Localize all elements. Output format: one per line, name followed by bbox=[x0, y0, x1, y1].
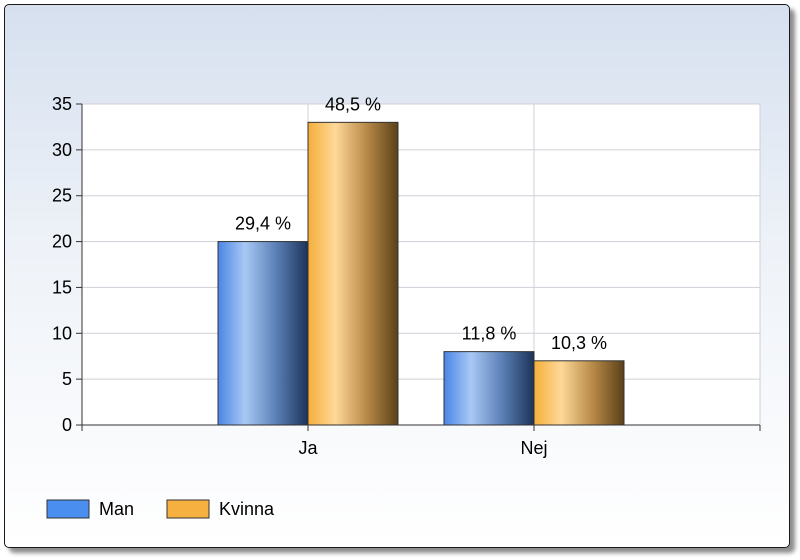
legend-swatch-kvinna bbox=[166, 499, 210, 519]
legend: Man Kvinna bbox=[46, 499, 275, 519]
legend-label-kvinna: Kvinna bbox=[219, 499, 275, 519]
bar-man-ja bbox=[217, 241, 309, 426]
bar-kvinna-nej bbox=[533, 360, 625, 426]
labels: 29,4 % 48,5 % 11,8 % 10,3 % bbox=[235, 94, 607, 352]
legend-swatch-man bbox=[46, 499, 90, 519]
y-tick-label: 15 bbox=[52, 277, 72, 297]
data-label: 48,5 % bbox=[325, 94, 381, 114]
bar-man-nej bbox=[443, 351, 535, 426]
bar-kvinna-ja bbox=[307, 121, 399, 426]
y-tick-label: 30 bbox=[52, 140, 72, 160]
data-label: 11,8 % bbox=[462, 324, 517, 344]
data-label: 29,4 % bbox=[235, 214, 291, 234]
axes: 0 5 10 15 20 25 30 35 Ja Nej bbox=[52, 94, 761, 458]
data-label: 10,3 % bbox=[551, 333, 607, 353]
y-tick-label: 10 bbox=[52, 323, 72, 343]
bars bbox=[217, 121, 625, 426]
x-tick-label: Nej bbox=[520, 438, 547, 458]
legend-label-man: Man bbox=[99, 499, 134, 519]
y-tick-label: 35 bbox=[52, 94, 72, 114]
y-tick-label: 25 bbox=[52, 186, 72, 206]
y-tick-label: 20 bbox=[52, 232, 72, 252]
x-tick-label: Ja bbox=[298, 438, 318, 458]
y-tick-label: 5 bbox=[62, 369, 72, 389]
grid bbox=[81, 103, 761, 426]
y-tick-label: 0 bbox=[62, 415, 72, 435]
plot-area bbox=[82, 104, 760, 425]
